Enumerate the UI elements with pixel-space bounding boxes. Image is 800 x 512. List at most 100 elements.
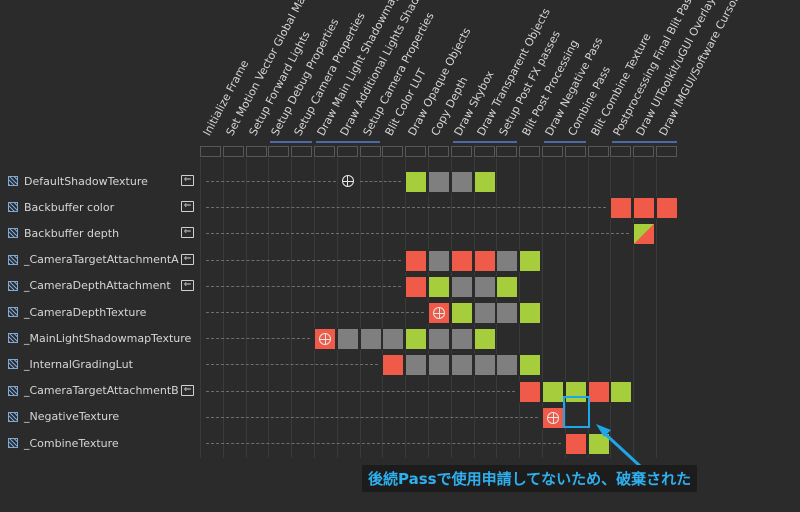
pass-column-header[interactable] [314, 146, 335, 157]
pass-column-line [587, 158, 589, 458]
resource-access-cell[interactable] [587, 433, 610, 455]
resource-access-cell[interactable] [473, 249, 496, 272]
imported-resource-icon: ⇐ [181, 279, 194, 291]
resource-access-cell[interactable] [496, 302, 519, 324]
resource-name: _CameraTargetAttachmentA [24, 253, 179, 267]
resource-access-cell[interactable] [450, 328, 473, 351]
resource-access-cell[interactable] [428, 171, 450, 193]
resource-name: _NegativeTexture [24, 410, 120, 424]
lifetime-dash [206, 207, 607, 209]
resource-access-cell[interactable] [473, 354, 496, 377]
resource-access-cell[interactable] [405, 249, 428, 272]
pass-column-header[interactable] [359, 146, 381, 157]
resource-access-cell[interactable] [519, 354, 542, 377]
resource-access-cell[interactable] [450, 249, 473, 272]
resource-access-cell[interactable] [428, 275, 450, 298]
pass-column-header[interactable] [291, 146, 313, 157]
pass-column-header[interactable] [656, 146, 677, 157]
resource-access-cell[interactable] [450, 275, 473, 298]
resource-access-cell[interactable] [382, 328, 405, 351]
annotation-text: 後続Passで使用申請してないため、破棄された [362, 465, 698, 492]
resource-row[interactable]: _NegativeTexture [8, 407, 119, 427]
pass-column-header[interactable] [610, 146, 632, 157]
pass-column-line [656, 158, 657, 458]
resource-access-cell[interactable] [496, 249, 519, 272]
imported-resource-icon: ⇐ [181, 227, 194, 239]
pass-column-header[interactable] [450, 146, 472, 157]
resource-row[interactable]: _CombineTexture [8, 433, 119, 453]
pass-column-header[interactable] [473, 146, 495, 157]
resource-row[interactable]: Backbuffer depth [8, 223, 119, 243]
resource-row[interactable]: DefaultShadowTexture [8, 171, 148, 191]
resource-access-cell[interactable] [382, 354, 405, 377]
resource-access-cell[interactable] [519, 302, 542, 324]
resource-access-cell[interactable] [656, 197, 678, 220]
resource-access-cell[interactable] [428, 328, 450, 351]
resource-access-cell[interactable] [496, 275, 519, 298]
pass-column-line [382, 158, 384, 458]
resource-access-cell[interactable] [405, 328, 428, 351]
pass-column-header[interactable] [519, 146, 541, 157]
resource-access-cell[interactable] [405, 354, 428, 377]
pass-column-header[interactable] [564, 146, 586, 157]
resource-access-cell[interactable] [336, 328, 359, 351]
globe-icon [433, 307, 445, 319]
resource-access-cell[interactable] [610, 197, 633, 220]
resource-access-cell[interactable] [359, 328, 382, 351]
resource-access-cell[interactable] [542, 406, 564, 429]
resource-row[interactable]: Backbuffer color [8, 197, 114, 217]
pass-column-header[interactable] [268, 146, 290, 157]
resource-access-cell[interactable] [542, 380, 564, 403]
pass-column-header[interactable] [382, 146, 404, 157]
resource-access-cell[interactable] [519, 249, 542, 272]
resource-name: _InternalGradingLut [24, 357, 133, 371]
pass-column-header[interactable] [496, 146, 518, 157]
resource-row[interactable]: _CameraDepthAttachment [8, 276, 171, 296]
globe-icon[interactable] [341, 175, 354, 187]
resource-access-cell[interactable] [610, 380, 633, 403]
resource-access-cell[interactable] [450, 354, 473, 377]
texture-icon [8, 254, 18, 265]
texture-icon [8, 411, 18, 422]
resource-access-cell[interactable] [314, 328, 336, 351]
resource-access-cell[interactable] [519, 380, 542, 403]
resource-access-cell[interactable] [473, 171, 496, 193]
resource-access-cell[interactable] [496, 354, 519, 377]
pass-column-header[interactable] [405, 146, 427, 157]
resource-access-cell[interactable] [587, 380, 610, 403]
resource-access-cell[interactable] [428, 249, 450, 272]
resource-row[interactable]: _CameraTargetAttachmentB [8, 381, 179, 401]
lifetime-dash [206, 312, 424, 313]
pass-column-line [268, 158, 270, 458]
resource-access-cell[interactable] [428, 302, 450, 324]
resource-row[interactable]: _MainLightShadowmapTexture [8, 328, 191, 348]
resource-access-cell[interactable] [405, 171, 428, 193]
resource-access-cell[interactable] [450, 171, 473, 193]
resource-access-cell[interactable] [633, 197, 656, 220]
pass-column-header[interactable] [633, 146, 655, 157]
pass-column-header[interactable] [200, 146, 221, 157]
pass-column-line [564, 158, 566, 458]
resource-row[interactable]: _CameraDepthTexture [8, 302, 146, 322]
pass-column-header[interactable] [428, 146, 449, 157]
resource-row[interactable]: _InternalGradingLut [8, 354, 133, 374]
resource-access-cell[interactable] [473, 328, 496, 351]
resource-access-cell[interactable] [473, 275, 496, 298]
resource-access-cell[interactable] [564, 433, 587, 455]
pass-column-header[interactable] [336, 146, 358, 157]
resource-access-cell[interactable] [473, 302, 496, 324]
pass-column-header[interactable] [245, 146, 267, 157]
resource-name: _MainLightShadowmapTexture [24, 331, 192, 345]
pass-column-header[interactable] [222, 146, 244, 157]
resource-row[interactable]: _CameraTargetAttachmentA [8, 250, 179, 270]
resource-access-cell[interactable] [450, 302, 473, 324]
pass-column-header[interactable] [587, 146, 609, 157]
resource-name: _CameraDepthAttachment [24, 279, 171, 293]
resource-access-cell[interactable] [633, 223, 656, 246]
pass-column-header[interactable] [542, 146, 563, 157]
globe-icon [319, 333, 331, 346]
resource-access-cell[interactable] [428, 354, 450, 377]
pass-column-line [336, 158, 338, 458]
resource-access-cell[interactable] [405, 275, 428, 298]
